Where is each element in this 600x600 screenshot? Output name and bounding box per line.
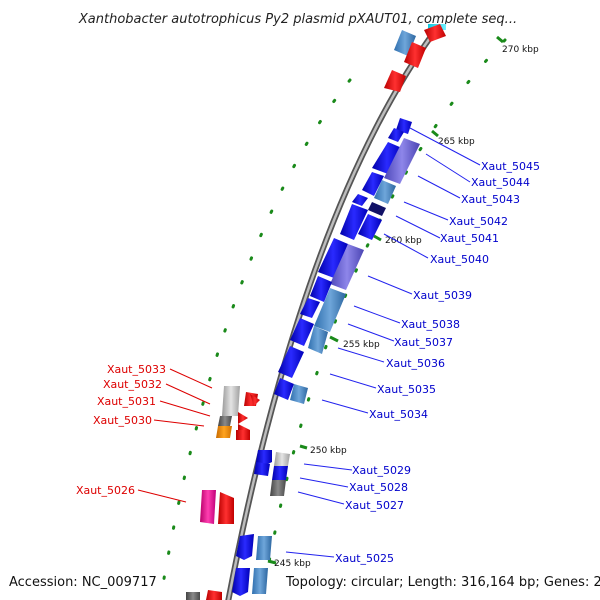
gene-feature [270,480,286,496]
gene-feature [256,450,272,466]
gene-label: Xaut_5042 [449,215,508,228]
gene-features-265 [340,118,420,240]
gene-feature [352,194,368,206]
gene-feature [310,276,332,302]
gene-label: Xaut_5035 [377,383,436,396]
gene-feature [236,534,254,560]
map-title: Xanthobacter autotrophicus Py2 plasmid p… [78,12,517,27]
gene-feature [200,490,216,524]
gene-feature [330,244,364,290]
gene-feature [236,430,250,440]
gene-features-245 [186,534,272,600]
gene-label: Xaut_5037 [394,336,453,349]
gene-feature [372,142,402,174]
gene-feature [256,536,272,560]
leader-lines-right [285,127,481,558]
gene-label: Xaut_5025 [335,552,394,565]
gene-feature [186,592,200,600]
gene-feature [274,452,290,466]
gene-label: Xaut_5043 [461,193,520,206]
gene-feature [314,288,346,332]
gene-feature [368,202,386,216]
gene-feature [388,128,404,142]
gene-feature [274,378,294,400]
gene-label: Xaut_5028 [349,481,408,494]
gene-feature [216,426,232,438]
gene-feature [396,118,412,134]
gene-feature [206,590,222,600]
kbp-label-260: 260 kbp [385,236,422,246]
gene-features-250 [254,450,290,496]
gene-label: Xaut_5045 [481,160,540,173]
gene-label: Xaut_5036 [386,357,445,370]
gene-feature [404,42,426,68]
gene-label: Xaut_5040 [430,253,489,266]
gene-label: Xaut_5044 [471,176,530,189]
gene-feature [374,180,396,204]
gene-feature [254,462,270,476]
gene-label: Xaut_5031 [97,395,156,408]
scale-ticks [267,35,504,565]
gene-feature [218,492,234,524]
gene-label: Xaut_5034 [369,408,428,421]
gene-features-5030-5033 [216,386,260,440]
gene-feature [300,298,320,318]
kbp-label-250: 250 kbp [310,446,347,456]
gene-label: Xaut_5039 [413,289,472,302]
topology-text: Topology: circular; Length: 316,164 bp; … [285,575,600,590]
gene-feature [424,24,446,42]
gene-label: Xaut_5027 [345,499,404,512]
gene-label: Xaut_5033 [107,363,166,376]
gene-feature [340,204,368,240]
gene-label: Xaut_5038 [401,318,460,331]
gene-label: Xaut_5030 [93,414,152,427]
leader-lines-left [137,368,213,503]
gene-features-5026 [200,490,234,524]
gene-feature [290,318,314,346]
kbp-label-265: 265 kbp [438,137,475,147]
gene-feature [384,138,420,184]
gene-feature [222,386,240,416]
gene-label: Xaut_5029 [352,464,411,477]
kbp-label-270: 270 kbp [502,45,539,55]
gene-feature [278,346,304,378]
kbp-label-255: 255 kbp [343,340,380,350]
gene-feature [272,466,288,480]
gene-feature [384,70,406,92]
gene-feature [250,394,260,406]
gene-features-255 [274,238,364,404]
gene-feature [308,326,328,354]
gene-feature [252,568,268,594]
gene-feature [318,238,348,278]
gene-feature [358,214,382,240]
gene-label: Xaut_5026 [76,484,135,497]
gene-features-top [384,24,446,92]
gene-feature [238,412,248,424]
gene-label: Xaut_5032 [103,378,162,391]
gene-feature [290,384,308,404]
gene-label: Xaut_5041 [440,232,499,245]
gene-feature [232,568,250,596]
accession-text: Accession: NC_009717 [9,575,157,590]
gene-feature [218,416,232,426]
gene-feature [362,172,384,196]
kbp-label-245: 245 kbp [274,559,311,569]
